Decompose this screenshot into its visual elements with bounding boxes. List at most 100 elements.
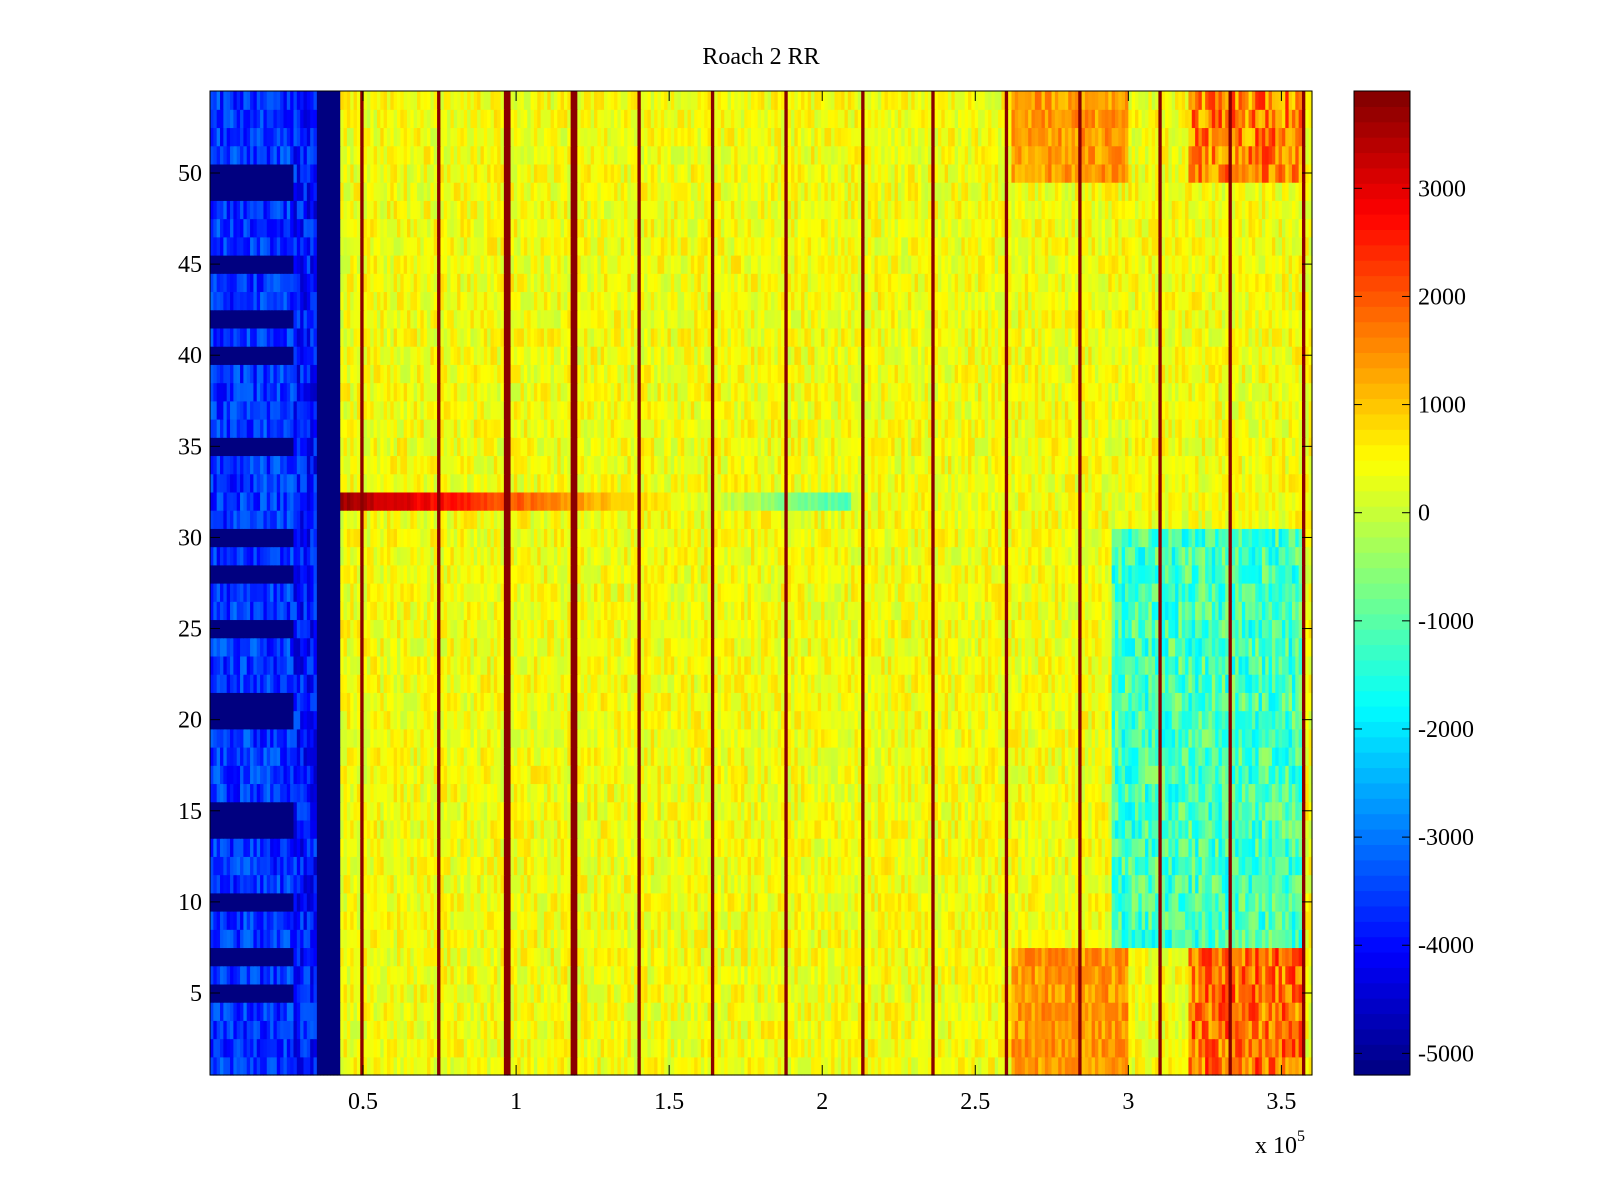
heatmap-cell xyxy=(680,983,685,1003)
heatmap-cell xyxy=(777,1056,782,1076)
heatmap-cell xyxy=(627,1002,632,1021)
heatmap-cell xyxy=(250,1056,255,1076)
heatmap-cell xyxy=(400,1020,405,1040)
heatmap-cell xyxy=(363,983,368,1003)
heatmap-cell xyxy=(1031,983,1036,1003)
heatmap-cell xyxy=(604,1038,608,1058)
heatmap-cell xyxy=(280,1038,285,1058)
heatmap-cell xyxy=(477,1038,482,1058)
heatmap-cell xyxy=(714,1038,719,1058)
heatmap-cell xyxy=(363,1038,368,1058)
heatmap-cell xyxy=(881,1056,886,1076)
heatmap-cell xyxy=(807,1002,812,1021)
heatmap-cell xyxy=(533,1038,538,1058)
heatmap-cell xyxy=(230,1002,234,1021)
heatmap-cell xyxy=(717,1038,722,1058)
heatmap-cell xyxy=(737,1002,742,1021)
heatmap-cell xyxy=(470,1002,475,1021)
heatmap-cell xyxy=(1268,1020,1273,1040)
heatmap-cell xyxy=(1271,1056,1276,1076)
heatmap-cell xyxy=(704,1038,709,1058)
heatmap-cell xyxy=(700,983,705,1003)
heatmap-cell xyxy=(1235,1056,1240,1076)
heatmap-cell xyxy=(604,1020,608,1040)
heatmap-cell xyxy=(847,1002,852,1021)
heatmap-cell xyxy=(560,1056,565,1076)
heatmap-cell xyxy=(300,983,305,1003)
heatmap-cell xyxy=(734,1056,739,1076)
heatmap-cell xyxy=(924,1002,929,1021)
heatmap-cell xyxy=(600,1038,605,1058)
heatmap-cell xyxy=(804,1056,809,1076)
heatmap-cell xyxy=(407,1020,411,1040)
heatmap-cell xyxy=(1031,1002,1036,1021)
heatmap-cell xyxy=(684,1038,689,1058)
heatmap-cell xyxy=(981,1038,986,1058)
heatmap-cell xyxy=(567,983,572,1003)
heatmap-cell xyxy=(290,1038,295,1058)
heatmap-cell xyxy=(323,1020,328,1040)
heatmap-cell xyxy=(1011,1002,1016,1021)
heatmap-cell xyxy=(1168,1038,1173,1058)
heatmap-cell xyxy=(801,1002,806,1021)
heatmap-cell xyxy=(410,1002,415,1021)
heatmap-cell xyxy=(747,983,752,1003)
heatmap-cell xyxy=(1228,1056,1233,1076)
heatmap-cell xyxy=(397,983,401,1003)
heatmap-cell xyxy=(527,1020,532,1040)
heatmap-cell xyxy=(313,983,318,1003)
heatmap-cell xyxy=(1044,983,1049,1003)
heatmap-cell xyxy=(958,983,962,1003)
heatmap-cell xyxy=(677,1056,682,1076)
heatmap-cell xyxy=(1291,1002,1296,1021)
heatmap-cell xyxy=(700,1038,705,1058)
heatmap-cell xyxy=(948,1002,952,1021)
heatmap-cell xyxy=(306,983,311,1003)
heatmap-cell xyxy=(644,1020,649,1040)
heatmap-cell xyxy=(573,983,578,1003)
heatmap-cell xyxy=(811,983,816,1003)
heatmap-cell xyxy=(794,1056,799,1076)
heatmap-cell xyxy=(984,1020,989,1040)
heatmap-cell xyxy=(874,1038,879,1058)
heatmap-cell xyxy=(797,983,802,1003)
heatmap-cell xyxy=(1058,983,1063,1003)
heatmap-cell xyxy=(964,983,969,1003)
heatmap-cell xyxy=(417,1002,421,1021)
heatmap-cell xyxy=(1091,983,1096,1003)
heatmap-cell xyxy=(313,1002,318,1021)
heatmap-cell xyxy=(921,1020,926,1040)
heatmap-cell xyxy=(1225,1002,1230,1021)
heatmap-cell xyxy=(1275,1056,1280,1076)
heatmap-cell xyxy=(226,1002,231,1021)
heatmap-cell xyxy=(336,1038,341,1058)
heatmap-cell xyxy=(1051,1056,1056,1076)
heatmap-cell xyxy=(503,983,508,1003)
heatmap-cell xyxy=(837,1056,842,1076)
heatmap-cell xyxy=(854,1056,859,1076)
heatmap-cell xyxy=(1168,1002,1173,1021)
heatmap-cell xyxy=(283,1056,288,1076)
heatmap-cell xyxy=(644,983,649,1003)
heatmap-cell xyxy=(510,1020,515,1040)
heatmap-cell xyxy=(1158,1002,1163,1021)
heatmap-cell xyxy=(216,1038,221,1058)
heatmap-cell xyxy=(867,1038,872,1058)
heatmap-cell xyxy=(657,1038,662,1058)
heatmap-cell xyxy=(1205,1002,1210,1021)
heatmap-cell xyxy=(433,1020,438,1040)
heatmap-cell xyxy=(1271,1002,1276,1021)
heatmap-cell xyxy=(744,1056,749,1076)
heatmap-cell xyxy=(821,1020,826,1040)
heatmap-cell xyxy=(1114,1038,1119,1058)
heatmap-cell xyxy=(694,983,699,1003)
heatmap-cell xyxy=(507,983,512,1003)
heatmap-cell xyxy=(430,983,435,1003)
heatmap-cell xyxy=(664,1038,669,1058)
heatmap-cell xyxy=(1044,1020,1049,1040)
heatmap-cell xyxy=(614,1002,619,1021)
heatmap-cell xyxy=(687,1056,692,1076)
heatmap-cell xyxy=(1018,1038,1023,1058)
heatmap-cell xyxy=(600,983,605,1003)
heatmap-cell xyxy=(290,1056,295,1076)
